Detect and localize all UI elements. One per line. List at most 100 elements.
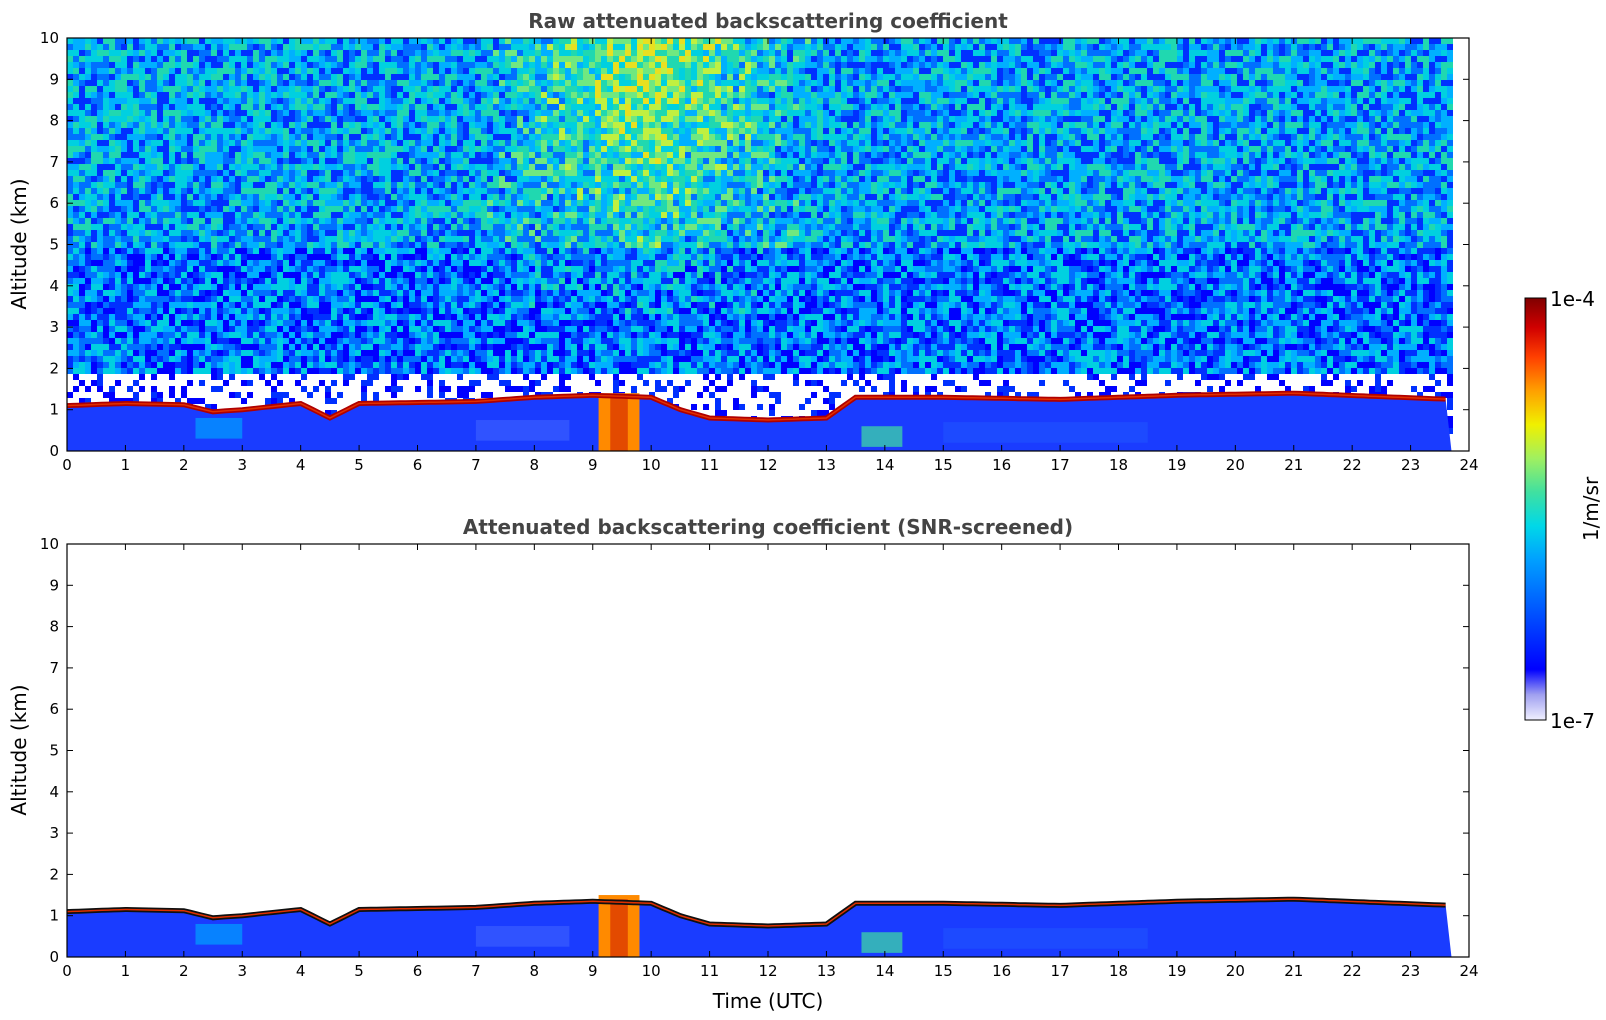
top-noise-cell [205, 254, 211, 260]
top-noise-cell [313, 338, 319, 344]
top-noise-cell [481, 92, 487, 98]
top-noise-cell [445, 284, 451, 290]
top-noise-cell [427, 368, 433, 374]
top-noise-cell [235, 194, 241, 200]
top-noise-cell [481, 230, 487, 236]
top-noise-cell [145, 188, 151, 194]
top-noise-cell [487, 284, 493, 290]
top-noise-cell [115, 326, 121, 332]
top-noise-cell [187, 236, 193, 242]
top-noise-cell [355, 74, 361, 80]
top-noise-cell [145, 326, 151, 332]
top-noise-cell [205, 350, 211, 356]
top-noise-cell [367, 362, 373, 368]
top-noise-cell [253, 368, 259, 374]
top-noise-cell [421, 56, 427, 62]
top-noise-cell [331, 176, 337, 182]
top-noise-cell [271, 236, 277, 242]
top-noise-cell [505, 266, 511, 272]
top-noise-cell [187, 110, 193, 116]
top-noise-cell [397, 152, 403, 158]
top-noise-cell [463, 170, 469, 176]
top-noise-cell [121, 356, 127, 362]
top-noise-cell [163, 248, 169, 254]
top-noise-cell [229, 230, 235, 236]
top-noise-cell [361, 266, 367, 272]
top-noise-cell [349, 140, 355, 146]
top-noise-cell [235, 362, 241, 368]
top-noise-cell [79, 68, 85, 74]
top-noise-cell [175, 158, 181, 164]
top-noise-cell [511, 194, 517, 200]
top-noise-cell [205, 398, 211, 404]
top-noise-cell [301, 206, 307, 212]
top-noise-cell [241, 188, 247, 194]
top-noise-cell [343, 260, 349, 266]
top-noise-cell [355, 62, 361, 68]
top-noise-cell [127, 266, 133, 272]
top-noise-cell [175, 344, 181, 350]
top-noise-cell [229, 110, 235, 116]
top-noise-cell [367, 158, 373, 164]
top-noise-cell [511, 86, 517, 92]
top-noise-cell [301, 140, 307, 146]
top-noise-cell [235, 62, 241, 68]
top-noise-cell [505, 86, 511, 92]
top-noise-cell [259, 74, 265, 80]
top-noise-cell [385, 56, 391, 62]
top-noise-cell [193, 146, 199, 152]
top-noise-cell [79, 98, 85, 104]
top-noise-cell [325, 224, 331, 230]
top-noise-cell [307, 278, 313, 284]
top-noise-cell [127, 242, 133, 248]
top-noise-cell [289, 218, 295, 224]
top-noise-cell [415, 146, 421, 152]
top-noise-cell [277, 398, 283, 404]
top-noise-cell [367, 110, 373, 116]
top-noise-cell [259, 56, 265, 62]
top-noise-cell [91, 374, 97, 380]
top-noise-cell [415, 242, 421, 248]
top-noise-cell [139, 146, 145, 152]
top-noise-cell [421, 206, 427, 212]
top-noise-cell [259, 380, 265, 386]
top-noise-cell [361, 338, 367, 344]
top-noise-cell [451, 386, 457, 392]
top-noise-cell [73, 284, 79, 290]
top-noise-cell [487, 176, 493, 182]
top-noise-cell [457, 152, 463, 158]
top-noise-cell [445, 86, 451, 92]
top-noise-cell [325, 374, 331, 380]
top-noise-cell [367, 188, 373, 194]
top-noise-cell [469, 254, 475, 260]
top-noise-cell [289, 74, 295, 80]
top-noise-cell [517, 116, 523, 122]
top-noise-cell [157, 326, 163, 332]
top-noise-cell [151, 380, 157, 386]
top-noise-cell [349, 212, 355, 218]
top-noise-cell [235, 218, 241, 224]
top-noise-cell [181, 134, 187, 140]
top-noise-cell [247, 164, 253, 170]
top-noise-cell [91, 74, 97, 80]
top-noise-cell [421, 260, 427, 266]
top-noise-cell [295, 368, 301, 374]
top-noise-cell [115, 68, 121, 74]
top-noise-cell [409, 206, 415, 212]
top-noise-cell [499, 350, 505, 356]
top-noise-cell [253, 74, 259, 80]
top-noise-cell [355, 68, 361, 74]
top-noise-cell [289, 224, 295, 230]
top-noise-cell [97, 110, 103, 116]
top-noise-cell [73, 302, 79, 308]
top-noise-cell [265, 332, 271, 338]
top-noise-cell [187, 80, 193, 86]
top-noise-cell [301, 68, 307, 74]
top-noise-cell [373, 242, 379, 248]
top-noise-cell [145, 74, 151, 80]
top-noise-cell [277, 392, 283, 398]
top-noise-cell [79, 200, 85, 206]
top-noise-cell [241, 236, 247, 242]
top-noise-cell [229, 278, 235, 284]
top-noise-cell [253, 116, 259, 122]
